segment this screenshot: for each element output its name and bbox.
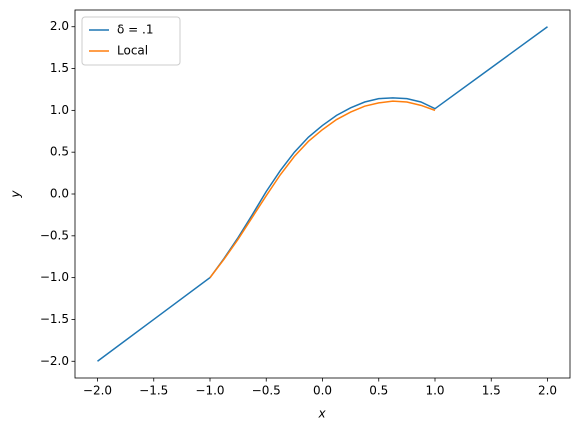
x-tick-label: −1.5 xyxy=(139,384,168,398)
y-tick-label: −0.5 xyxy=(40,228,69,242)
series-line xyxy=(209,100,436,279)
y-tick-label: 0.0 xyxy=(50,187,69,201)
x-tick-label: −1.0 xyxy=(195,384,224,398)
y-tick-label: −1.5 xyxy=(40,312,69,326)
y-tick-label: 1.0 xyxy=(50,103,69,117)
plot-frame xyxy=(74,9,571,379)
x-tick-label: −0.5 xyxy=(252,384,281,398)
y-axis-label: y xyxy=(9,190,23,199)
legend-label: Local xyxy=(117,44,148,58)
x-tick-label: 2.0 xyxy=(538,384,557,398)
legend-label: δ = .1 xyxy=(117,23,153,37)
series-line xyxy=(97,26,548,362)
y-tick-label: 1.5 xyxy=(50,61,69,75)
x-tick-label: 1.5 xyxy=(482,384,501,398)
x-tick-label: 0.5 xyxy=(369,384,388,398)
x-tick-label: 0.0 xyxy=(313,384,332,398)
y-tick-label: 2.0 xyxy=(50,19,69,33)
y-tick-label: 0.5 xyxy=(50,145,69,159)
x-axis-label: x xyxy=(317,407,326,421)
legend-box xyxy=(81,16,181,66)
x-tick-label: −2.0 xyxy=(83,384,112,398)
y-tick-label: −1.0 xyxy=(40,270,69,284)
x-tick-label: 1.0 xyxy=(425,384,444,398)
y-tick-label: −2.0 xyxy=(40,354,69,368)
